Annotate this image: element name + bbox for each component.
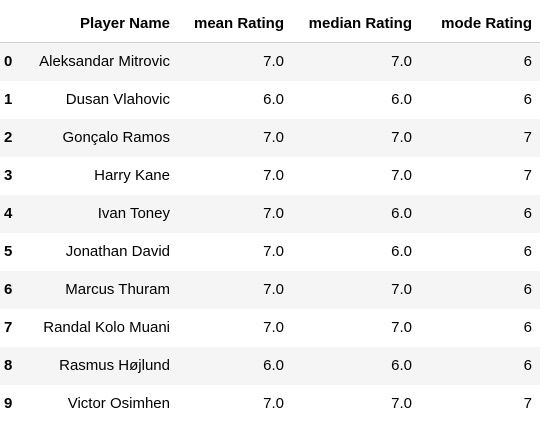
row-index: 7 xyxy=(4,319,13,336)
mean-rating-cell: 7.0 xyxy=(263,205,284,222)
table-header-row: Player Name mean Rating median Rating mo… xyxy=(0,4,540,43)
mode-rating-cell: 6 xyxy=(523,53,532,71)
median-rating-cell: 7.0 xyxy=(391,319,412,336)
row-index: 8 xyxy=(4,357,13,374)
mean-rating-cell: 7.0 xyxy=(263,319,284,336)
table-row: 1 Dusan Vlahovic 6.0 6.0 6 xyxy=(0,80,540,119)
mode-rating-header: mode Rating xyxy=(420,4,540,43)
mode-rating-cell: 7 xyxy=(523,129,532,146)
table-row: 3 Harry Kane 7.0 7.0 7 xyxy=(0,156,540,195)
row-index: 1 xyxy=(4,91,13,108)
table-body: 0 Aleksandar Mitrovic 7.0 7.0 6 1 Dusan … xyxy=(0,42,540,423)
player-name-cell: Marcus Thuram xyxy=(65,281,170,298)
mode-rating-cell: 6 xyxy=(523,243,532,260)
table-row: 6 Marcus Thuram 7.0 7.0 6 xyxy=(0,270,540,309)
player-name-cell: Ivan Toney xyxy=(97,205,170,222)
mode-rating-cell: 7 xyxy=(523,395,532,412)
row-index: 0 xyxy=(4,53,13,71)
player-name-cell: Jonathan David xyxy=(65,243,170,260)
player-name-cell: Victor Osimhen xyxy=(67,395,170,412)
mean-rating-cell: 7.0 xyxy=(263,281,284,298)
player-name-cell: Harry Kane xyxy=(94,167,170,184)
mode-rating-cell: 6 xyxy=(523,357,532,374)
table-row: 4 Ivan Toney 7.0 6.0 6 xyxy=(0,194,540,233)
median-rating-cell: 7.0 xyxy=(391,395,412,412)
table-row: 9 Victor Osimhen 7.0 7.0 7 xyxy=(0,384,540,423)
row-index: 2 xyxy=(4,129,13,146)
table-row: 0 Aleksandar Mitrovic 7.0 7.0 6 xyxy=(0,42,540,81)
mode-rating-cell: 6 xyxy=(523,91,532,108)
player-name-cell: Dusan Vlahovic xyxy=(65,91,170,108)
row-index: 5 xyxy=(4,243,13,260)
median-rating-cell: 7.0 xyxy=(391,129,412,146)
median-rating-cell: 6.0 xyxy=(391,357,412,374)
mode-rating-cell: 6 xyxy=(523,319,532,336)
player-name-cell: Rasmus Højlund xyxy=(59,357,170,374)
median-rating-cell: 6.0 xyxy=(391,91,412,108)
index-header xyxy=(0,4,22,43)
median-rating-header: median Rating xyxy=(292,4,420,43)
median-rating-cell: 7.0 xyxy=(391,167,412,184)
row-index: 9 xyxy=(4,395,13,412)
table-row: 5 Jonathan David 7.0 6.0 6 xyxy=(0,232,540,271)
player-name-cell: Gonçalo Ramos xyxy=(62,129,170,146)
mode-rating-cell: 6 xyxy=(523,281,532,298)
mean-rating-cell: 7.0 xyxy=(263,243,284,260)
player-name-header: Player Name xyxy=(22,4,178,43)
mean-rating-cell: 6.0 xyxy=(263,357,284,374)
table-row: 8 Rasmus Højlund 6.0 6.0 6 xyxy=(0,346,540,385)
player-name-cell: Randal Kolo Muani xyxy=(43,319,170,336)
median-rating-cell: 7.0 xyxy=(391,53,412,71)
player-name-cell: Aleksandar Mitrovic xyxy=(39,53,170,71)
mean-rating-cell: 6.0 xyxy=(263,91,284,108)
mean-rating-cell: 7.0 xyxy=(263,395,284,412)
mode-rating-cell: 7 xyxy=(523,167,532,184)
row-index: 4 xyxy=(4,205,13,222)
mean-rating-cell: 7.0 xyxy=(263,129,284,146)
median-rating-cell: 6.0 xyxy=(391,243,412,260)
mode-rating-cell: 6 xyxy=(523,205,532,222)
ratings-table: Player Name mean Rating median Rating mo… xyxy=(0,4,540,423)
table-row: 7 Randal Kolo Muani 7.0 7.0 6 xyxy=(0,308,540,347)
median-rating-cell: 7.0 xyxy=(391,281,412,298)
row-index: 3 xyxy=(4,167,13,184)
mean-rating-cell: 7.0 xyxy=(263,53,284,71)
dataframe-output: Player Name mean Rating median Rating mo… xyxy=(0,4,540,423)
row-index: 6 xyxy=(4,281,13,298)
mean-rating-cell: 7.0 xyxy=(263,167,284,184)
table-row: 2 Gonçalo Ramos 7.0 7.0 7 xyxy=(0,118,540,157)
median-rating-cell: 6.0 xyxy=(391,205,412,222)
mean-rating-header: mean Rating xyxy=(178,4,292,43)
